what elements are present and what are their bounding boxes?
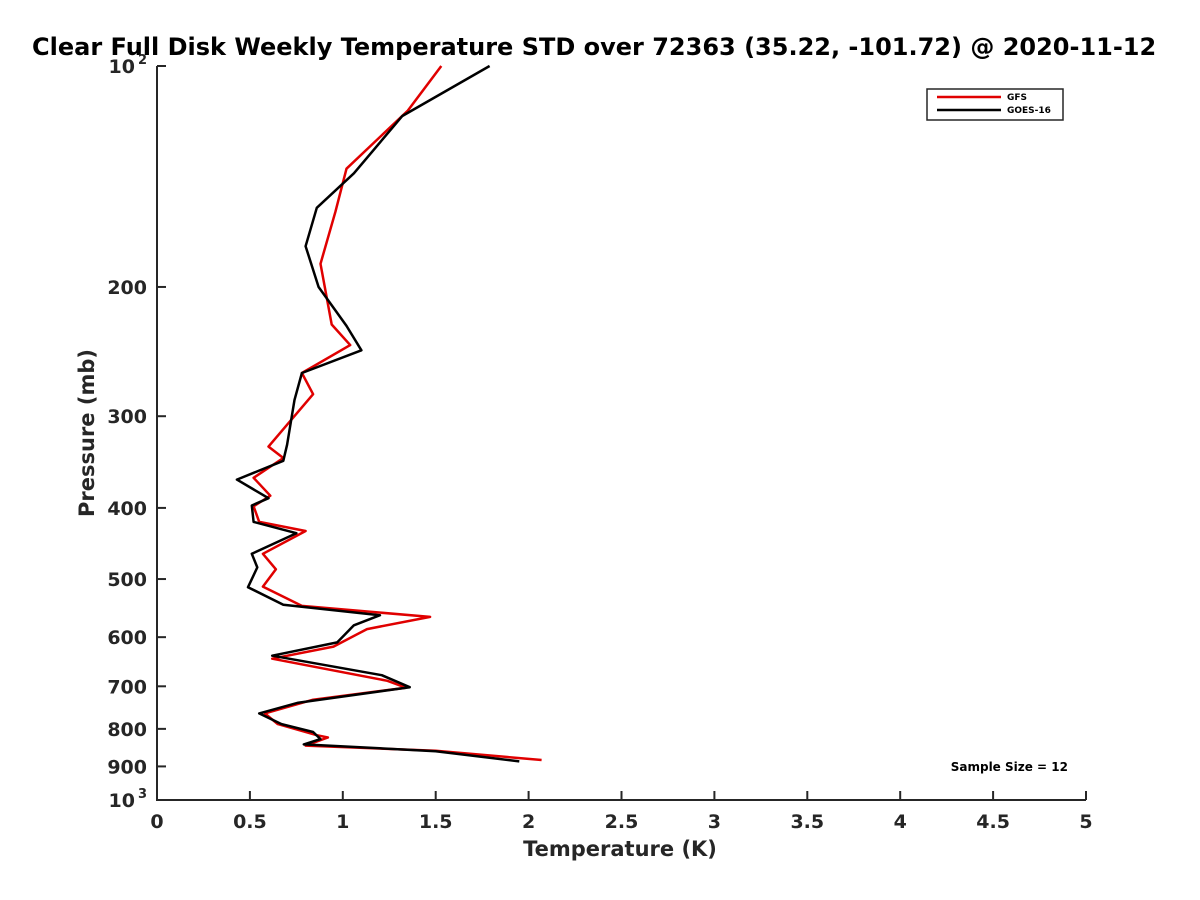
x-ticks: 0 0.5 1 1.5 2 2.5 3 3.5 4 4.5 5 (150, 791, 1093, 833)
legend-label-gfs: GFS (1007, 93, 1027, 103)
x-tick-label: 2.5 (605, 811, 639, 833)
y-tick-exponent: 2 (138, 53, 147, 68)
x-tick-label: 4.5 (976, 811, 1010, 833)
legend-label-goes16: GOES-16 (1007, 106, 1051, 116)
sample-size-annotation: Sample Size = 12 (951, 760, 1068, 774)
series-lines (235, 64, 542, 763)
x-axis-label: Temperature (K) (523, 837, 717, 861)
series-line-gfs (252, 65, 542, 762)
y-tick-label: 900 (107, 756, 147, 778)
y-tick-label: 600 (107, 627, 147, 649)
y-axis-label: Pressure (mb) (75, 349, 99, 517)
legend-box (926, 88, 1064, 121)
y-tick-exponent: 3 (138, 787, 147, 802)
x-tick-label: 3 (708, 811, 721, 833)
y-tick-label: 400 (107, 498, 147, 520)
x-tick-label: 1.5 (419, 811, 453, 833)
y-tick-label: 300 (107, 406, 147, 428)
y-tick-label: 200 (107, 277, 147, 299)
y-tick-label: 10 (109, 56, 135, 78)
x-tick-label: 0.5 (233, 811, 267, 833)
x-tick-label: 2 (522, 811, 535, 833)
axes (156, 66, 1086, 801)
x-tick-label: 1 (336, 811, 349, 833)
chart-title: Clear Full Disk Weekly Temperature STD o… (32, 33, 1156, 61)
x-tick-label: 5 (1079, 811, 1092, 833)
legend: GFS GOES-16 (926, 88, 1064, 121)
y-tick-label: 10 (109, 790, 135, 812)
y-tick-label: 700 (107, 676, 147, 698)
x-tick-label: 4 (894, 811, 907, 833)
series-line-goes16 (235, 64, 520, 763)
y-tick-label: 800 (107, 719, 147, 741)
y-tick-label: 500 (107, 569, 147, 591)
x-tick-label: 3.5 (790, 811, 824, 833)
x-tick-label: 0 (150, 811, 163, 833)
